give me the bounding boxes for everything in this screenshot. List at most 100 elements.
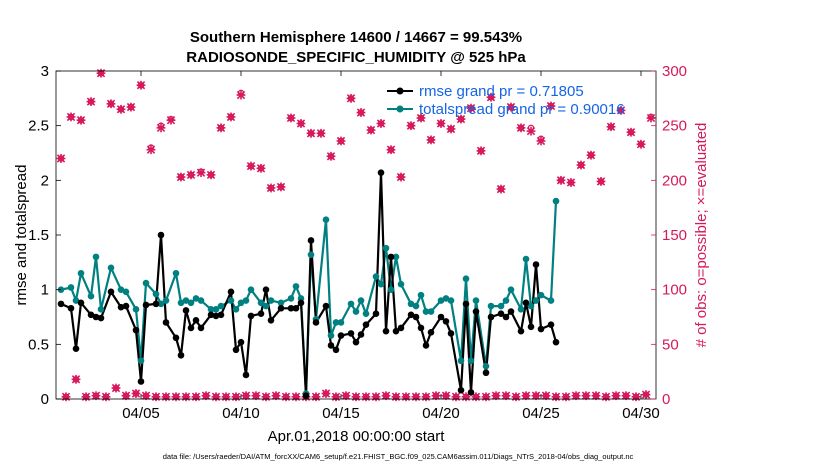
totalspread-point <box>177 299 185 307</box>
totalspread-point <box>132 306 140 313</box>
totalspread-point <box>157 300 165 308</box>
totalspread-point <box>152 290 160 298</box>
obs-evaluated-point <box>296 119 306 128</box>
obs-evaluated-point <box>96 68 106 78</box>
rmse-point <box>422 342 430 349</box>
rmse-point <box>277 304 285 312</box>
obs-evaluated-point <box>506 102 516 112</box>
rmse-point <box>302 392 310 400</box>
rmse-point <box>307 237 315 244</box>
obs-evaluated-point <box>586 150 596 160</box>
obs-evaluated-point <box>361 392 371 402</box>
x-tick-label: 04/25 <box>522 405 560 422</box>
obs-evaluated-point <box>576 160 586 170</box>
totalspread-point <box>362 310 370 318</box>
obs-evaluated-point <box>261 392 271 402</box>
obs-evaluated-point <box>636 139 646 149</box>
rmse-point <box>362 321 370 328</box>
rmse-point <box>142 301 150 309</box>
obs-evaluated-point <box>106 99 116 109</box>
legend-spread-marker <box>396 105 404 113</box>
y-right-tick-label: 0 <box>662 391 670 408</box>
x-tick-label: 04/10 <box>222 405 260 422</box>
rmse-point <box>87 311 95 319</box>
totalspread-point <box>182 297 190 304</box>
y-left-tick-label: 0 <box>41 391 49 408</box>
y-right-tick-label: 250 <box>662 118 687 135</box>
totalspread-point <box>487 302 495 310</box>
totalspread-point <box>322 216 330 223</box>
rmse-point <box>247 312 255 320</box>
rmse-point <box>382 327 390 335</box>
obs-evaluated-point <box>376 119 386 128</box>
obs-evaluated-point <box>536 136 546 146</box>
totalspread-point <box>77 269 85 277</box>
obs-evaluated-point <box>411 392 421 402</box>
obs-evaluated-point <box>71 374 81 384</box>
totalspread-point <box>422 308 430 315</box>
rmse-point <box>497 310 505 318</box>
rmse-point <box>462 300 470 308</box>
rmse-point <box>197 324 205 332</box>
rmse-point <box>212 312 220 320</box>
rmse-point <box>377 169 385 176</box>
obs-evaluated-point <box>156 123 166 133</box>
rmse-point <box>357 331 365 338</box>
obs-evaluated-point <box>596 177 606 186</box>
obs-evaluated-point <box>496 184 506 194</box>
obs-evaluated-point <box>501 391 511 401</box>
totalspread-point <box>232 306 240 313</box>
totalspread-point <box>307 251 315 258</box>
totalspread-point <box>547 297 555 304</box>
y-left-tick-label: 3 <box>41 63 49 80</box>
totalspread-point <box>207 306 215 313</box>
totalspread-point <box>392 253 400 261</box>
rmse-point <box>132 326 140 334</box>
obs-evaluated-point <box>286 113 296 123</box>
obs-evaluated-point <box>421 392 431 402</box>
obs-evaluated-point <box>641 390 651 400</box>
obs-evaluated-point <box>221 392 231 402</box>
obs-evaluated-point <box>56 154 66 163</box>
totalspread-point <box>137 357 145 365</box>
obs-evaluated-point <box>231 392 241 402</box>
legend: rmse grand pr = 0.71805 totalspread gran… <box>387 83 625 118</box>
totalspread-point <box>92 253 100 261</box>
rmse-point <box>412 313 420 321</box>
obs-evaluated-point <box>516 123 526 133</box>
totalspread-point <box>122 288 130 296</box>
rmse-point <box>437 313 445 321</box>
rmse-point <box>352 338 360 346</box>
data-file-footer: data file: /Users/raeder/DAI/ATM_forcXX/… <box>163 452 634 461</box>
obs-evaluated-point <box>356 108 366 117</box>
totalspread-point <box>377 280 385 288</box>
totalspread-point <box>192 295 200 302</box>
rmse-point <box>392 327 400 335</box>
rmse-point <box>407 311 415 319</box>
y-axis-left-label: rmse and totalspread <box>13 165 30 306</box>
obs-evaluated-point <box>456 114 466 124</box>
totalspread-point <box>267 297 275 304</box>
obs-evaluated-point <box>646 113 656 123</box>
rmse-point <box>187 324 195 332</box>
y-right-tick-label: 50 <box>662 336 679 353</box>
rmse-point <box>467 389 475 396</box>
obs-evaluated-point <box>141 391 151 401</box>
totalspread-point <box>227 297 235 304</box>
obs-evaluated-point <box>331 392 341 402</box>
rmse-point <box>177 351 185 359</box>
obs-evaluated-point <box>371 392 381 402</box>
totalspread-point <box>472 297 480 304</box>
totalspread-point <box>162 297 170 304</box>
legend-spread-label: totalspread grand pr = 0.90016 <box>419 101 625 118</box>
obs-evaluated-point <box>366 125 376 135</box>
totalspread-point <box>372 273 380 280</box>
rmse-point <box>332 346 340 354</box>
obs-evaluated-point <box>561 392 571 402</box>
totalspread-point <box>532 297 540 304</box>
chart-title-line2: RADIOSONDE_SPECIFIC_HUMIDITY @ 525 hPa <box>186 49 526 66</box>
axis-layer: 04/05 04/10 04/15 04/20 04/25 04/3000.511.522… <box>28 63 687 422</box>
totalspread-point <box>437 297 445 304</box>
rmse-point <box>322 302 330 310</box>
rmse-point <box>97 314 105 322</box>
